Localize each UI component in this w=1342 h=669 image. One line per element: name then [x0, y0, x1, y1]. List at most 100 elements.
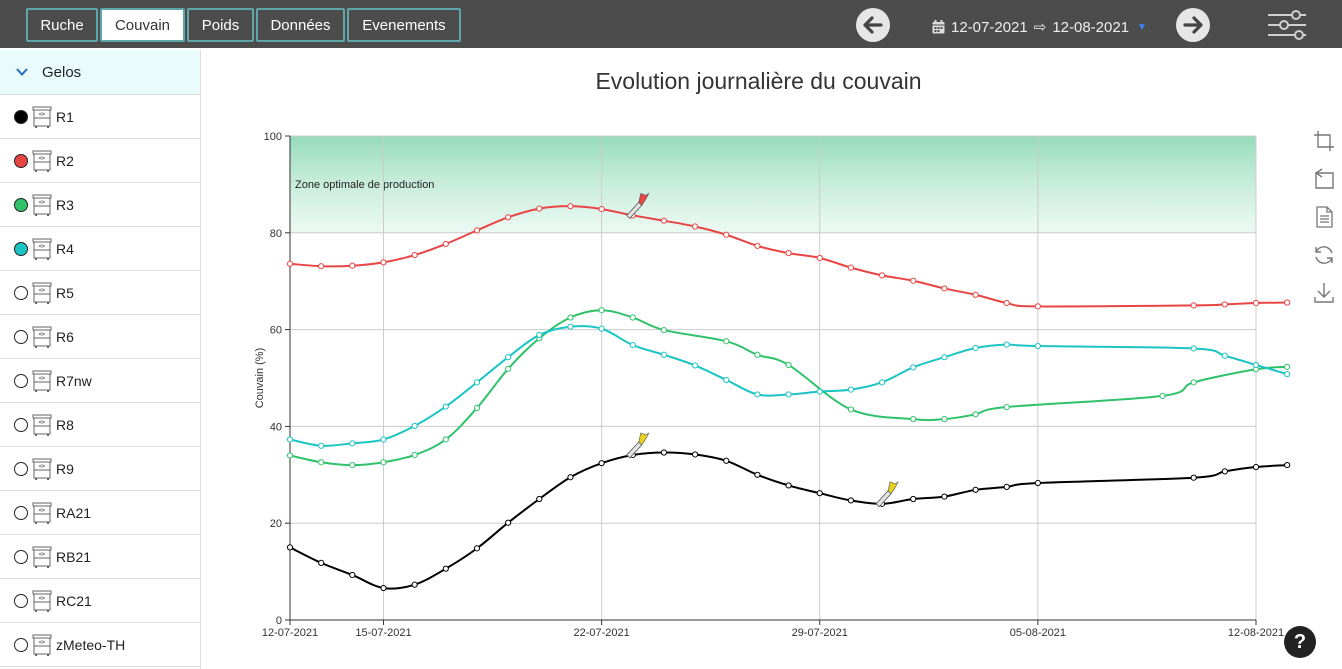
data-point-r4	[349, 440, 356, 447]
hive-color-dot[interactable]	[14, 461, 28, 476]
hive-color-dot[interactable]	[14, 373, 28, 388]
data-point-r3	[598, 307, 605, 314]
data-point-r3	[380, 459, 387, 466]
hive-color-dot[interactable]	[14, 329, 28, 344]
hive-item-r1[interactable]: R1	[0, 95, 200, 139]
data-point-r4	[941, 354, 948, 361]
date-range-picker[interactable]: 12-07-2021 ⇨ 12-08-2021 ▼	[932, 17, 1147, 37]
hive-color-dot[interactable]	[14, 505, 28, 520]
hive-color-dot[interactable]	[14, 241, 28, 256]
data-point-r3	[941, 416, 948, 423]
data-point-r3	[1284, 363, 1291, 370]
hive-name: R8	[56, 416, 74, 433]
calendar-icon	[932, 20, 945, 34]
tab-couvain[interactable]: Couvain	[100, 8, 185, 42]
data-point-r3	[411, 451, 418, 459]
hive-item-rb21[interactable]: RB21	[0, 535, 200, 579]
refresh-icon[interactable]	[1313, 244, 1335, 266]
hive-item-r5[interactable]: R5	[0, 271, 200, 315]
data-point-r1	[1003, 483, 1010, 490]
data-point-r1	[349, 571, 356, 579]
data-point-r1	[972, 486, 979, 493]
hive-color-dot[interactable]	[14, 285, 28, 300]
y-tick-label: 80	[270, 228, 282, 240]
data-point-r1	[785, 482, 792, 489]
zoom-reset-icon[interactable]	[1313, 168, 1335, 190]
hive-item-r4[interactable]: R4	[0, 227, 200, 271]
y-tick-label: 0	[276, 615, 282, 627]
download-icon[interactable]	[1313, 282, 1335, 304]
data-point-r3	[660, 326, 668, 334]
event-flag-marker[interactable]	[626, 192, 650, 219]
data-point-r1	[411, 581, 418, 588]
tab-poids[interactable]: Poids	[187, 8, 254, 42]
event-flag-marker[interactable]	[626, 432, 650, 459]
data-point-r2	[785, 250, 792, 257]
data-point-r2	[1221, 301, 1228, 308]
filter-settings-button[interactable]	[1266, 10, 1308, 40]
series-line-r2	[289, 205, 1288, 308]
x-tick-label: 12-07-2021	[262, 627, 318, 639]
apiary-group-label: Gelos	[42, 63, 82, 81]
data-point-r1	[660, 449, 668, 456]
tab-donnees[interactable]: Données	[256, 8, 345, 42]
hive-color-dot[interactable]	[14, 417, 28, 432]
hive-item-zmeteo-th[interactable]: zMeteo-TH	[0, 623, 200, 667]
top-navbar: Ruche Couvain Poids Données Evenements 1…	[0, 0, 1342, 48]
previous-period-button[interactable]	[856, 8, 890, 42]
data-point-r3	[723, 338, 730, 345]
series-line-r3	[289, 309, 1288, 467]
hive-color-dot[interactable]	[14, 197, 28, 212]
hive-item-rc21[interactable]: RC21	[0, 579, 200, 623]
hive-color-dot[interactable]	[14, 153, 28, 168]
date-end: 12-08-2021	[1052, 18, 1130, 36]
data-view-icon[interactable]	[1313, 206, 1335, 228]
hive-color-dot[interactable]	[14, 549, 28, 564]
hive-item-r3[interactable]: R3	[0, 183, 200, 227]
optimal-zone-band	[290, 136, 1256, 233]
tab-ruche[interactable]: Ruche	[26, 8, 98, 42]
event-flag-marker[interactable]	[875, 480, 899, 508]
hive-item-r6[interactable]: R6	[0, 315, 200, 359]
hive-name: RB21	[56, 548, 92, 565]
data-point-r3	[1190, 379, 1197, 386]
beehive-icon	[32, 414, 52, 436]
beehive-icon	[32, 634, 52, 656]
hive-name: R4	[56, 240, 74, 257]
hive-color-dot[interactable]	[14, 593, 28, 608]
beehive-icon	[32, 194, 52, 216]
apiary-group-gelos[interactable]: Gelos	[0, 50, 200, 95]
crop-zoom-icon[interactable]	[1313, 130, 1335, 152]
optimal-zone-label: Zone optimale de production	[295, 179, 434, 191]
arrow-right-icon	[1183, 16, 1203, 34]
y-tick-label: 40	[270, 421, 282, 433]
beehive-icon	[32, 590, 52, 612]
next-period-button[interactable]	[1176, 8, 1210, 42]
hive-item-r7nw[interactable]: R7nw	[0, 359, 200, 403]
data-point-r1	[1284, 462, 1291, 469]
sliders-icon	[1268, 10, 1306, 40]
hive-item-r9[interactable]: R9	[0, 447, 200, 491]
data-point-r2	[816, 254, 823, 262]
data-point-r2	[847, 264, 855, 271]
hive-item-ra21[interactable]: RA21	[0, 491, 200, 535]
x-tick-label: 22-07-2021	[573, 627, 629, 639]
hive-color-dot[interactable]	[14, 637, 28, 652]
hive-color-dot[interactable]	[14, 109, 28, 124]
hive-item-r2[interactable]: R2	[0, 139, 200, 183]
data-point-r3	[318, 459, 325, 466]
beehive-icon	[32, 238, 52, 260]
help-button[interactable]: ?	[1284, 626, 1316, 658]
tab-evenements[interactable]: Evenements	[347, 8, 461, 42]
data-point-r4	[629, 341, 636, 349]
caret-down-icon: ▼	[1137, 21, 1147, 33]
data-point-r4	[816, 388, 823, 395]
hive-item-r8[interactable]: R8	[0, 403, 200, 447]
chevron-down-icon	[16, 68, 28, 76]
data-point-r1	[847, 497, 855, 504]
data-point-r4	[1003, 341, 1010, 348]
data-point-r2	[536, 205, 543, 212]
data-point-r1	[473, 545, 481, 552]
hive-name: R7nw	[56, 372, 92, 389]
data-point-r1	[941, 493, 948, 500]
